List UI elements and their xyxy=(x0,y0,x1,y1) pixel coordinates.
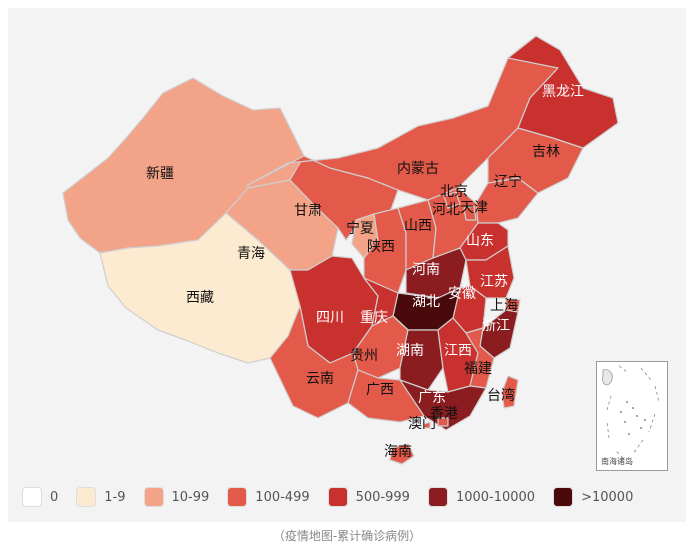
province-label-shandong: 山东 xyxy=(466,233,494,249)
legend-item[interactable]: 0 xyxy=(22,487,58,507)
province-label-jilin: 吉林 xyxy=(532,144,560,160)
province-label-beijing: 北京 xyxy=(440,184,468,200)
province-label-ningxia: 宁夏 xyxy=(346,220,374,237)
map-caption: （疫情地图-累计确诊病例） xyxy=(272,529,422,543)
legend-item[interactable]: 100-499 xyxy=(227,487,310,507)
legend-swatch xyxy=(76,487,97,507)
legend-swatch xyxy=(327,487,348,507)
legend-swatch xyxy=(553,487,574,507)
legend-item[interactable]: 1-9 xyxy=(76,487,126,507)
legend-label: >10000 xyxy=(581,489,634,505)
province-label-heilongjiang: 黑龙江 xyxy=(542,84,584,100)
province-label-liaoning: 辽宁 xyxy=(494,173,522,190)
legend-label: 1000-10000 xyxy=(455,489,536,505)
legend-swatch xyxy=(227,487,248,507)
province-label-aomen: 澳门 xyxy=(408,416,436,432)
province-label-guangdong: 广东 xyxy=(418,390,446,406)
province-hainan[interactable] xyxy=(389,443,415,465)
province-label-fujian: 福建 xyxy=(464,361,492,377)
south-china-sea-inset: 南海诸岛 xyxy=(596,361,668,471)
legend-swatch xyxy=(427,487,448,507)
province-guangdong[interactable] xyxy=(399,379,487,431)
province-label-henan: 河南 xyxy=(412,262,440,278)
legend-item[interactable]: >10000 xyxy=(553,487,633,507)
legend-label: 500-999 xyxy=(355,489,410,505)
province-label-shanghai: 上海 xyxy=(490,298,518,314)
legend: 0 1-9 10-99 100-499 500-999 1000-10000 >10000 xyxy=(8,475,678,519)
map-panel: 新疆西藏 青海 甘肃 内蒙古宁夏陕西 山西 河北 北京 天津 辽宁 吉林 黑龙江山东河南江苏 安徽 上海… xyxy=(8,8,686,522)
province-label-xinjiang: 新疆 xyxy=(146,166,174,182)
province-taiwan[interactable] xyxy=(501,375,519,409)
province-label-anhui: 安徽 xyxy=(448,286,476,302)
legend-label: 10-99 xyxy=(171,489,210,505)
legend-item[interactable]: 1000-10000 xyxy=(427,487,536,507)
province-qinghai[interactable] xyxy=(225,179,339,271)
legend-item[interactable]: 500-999 xyxy=(327,487,410,507)
province-label-chongqing: 重庆 xyxy=(360,310,388,326)
province-label-qinghai: 青海 xyxy=(237,246,265,262)
province-henan[interactable] xyxy=(405,247,467,299)
province-aomen[interactable] xyxy=(423,421,431,429)
province-label-hubei: 湖北 xyxy=(412,294,440,310)
province-label-hebei: 河北 xyxy=(432,202,460,218)
province-label-hainan: 海南 xyxy=(384,444,412,460)
province-heilongjiang[interactable] xyxy=(507,35,619,149)
legend-label: 0 xyxy=(50,489,59,505)
legend-label: 100-499 xyxy=(255,489,310,505)
province-label-neimenggu: 内蒙古 xyxy=(397,161,439,177)
inset-label: 南海诸岛 xyxy=(601,457,633,466)
province-label-tianjin: 天津 xyxy=(460,200,488,216)
province-label-xizang: 西藏 xyxy=(186,290,214,306)
province-label-sichuan: 四川 xyxy=(316,310,344,326)
province-yunnan[interactable] xyxy=(269,305,359,419)
province-label-guangxi: 广西 xyxy=(366,382,394,398)
province-label-shaanxi: 陕西 xyxy=(367,239,395,255)
province-xianggang[interactable] xyxy=(437,417,449,427)
province-label-hunan: 湖南 xyxy=(396,343,424,359)
legend-swatch xyxy=(143,487,164,507)
province-label-xianggang: 香港 xyxy=(430,406,458,422)
legend-swatch xyxy=(22,487,42,507)
province-label-yunnan: 云南 xyxy=(306,371,334,387)
province-label-zhejiang: 浙江 xyxy=(482,318,510,334)
province-label-guizhou: 贵州 xyxy=(350,348,378,364)
province-label-shanxi: 山西 xyxy=(404,218,432,234)
province-fujian[interactable] xyxy=(465,327,495,389)
south-china-sea-islands-graphic xyxy=(602,365,660,459)
province-tianjin[interactable] xyxy=(463,205,477,221)
province-label-jiangxi: 江西 xyxy=(444,343,472,359)
legend-label: 1-9 xyxy=(104,489,126,505)
legend-item[interactable]: 10-99 xyxy=(143,487,210,507)
province-label-taiwan: 台湾 xyxy=(487,387,515,404)
province-label-gansu: 甘肃 xyxy=(294,203,322,219)
province-beijing[interactable] xyxy=(443,191,461,209)
province-label-jiangsu: 江苏 xyxy=(480,274,508,290)
